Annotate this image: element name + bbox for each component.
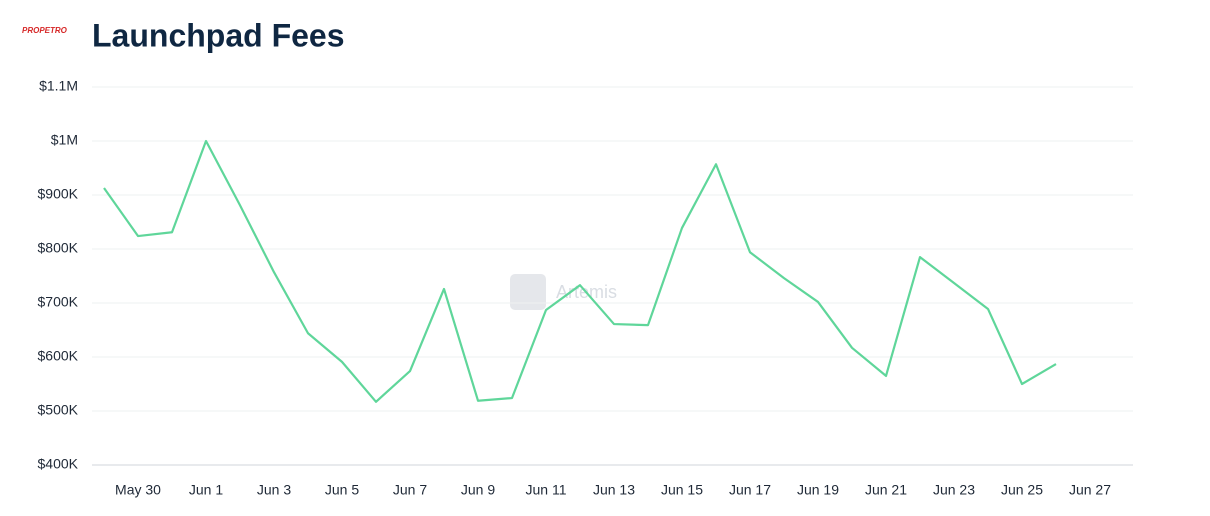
x-tick-label: Jun 25 bbox=[1001, 482, 1043, 498]
x-tick-label: Jun 1 bbox=[189, 482, 223, 498]
y-tick-label: $1.1M bbox=[39, 78, 78, 94]
x-tick-label: Jun 5 bbox=[325, 482, 359, 498]
data-line bbox=[103, 139, 1057, 403]
x-tick-label: Jun 9 bbox=[461, 482, 495, 498]
chart-title: Launchpad Fees bbox=[92, 17, 345, 53]
y-tick-label: $800K bbox=[38, 240, 79, 256]
x-tick-label: Jun 17 bbox=[729, 482, 771, 498]
watermark-icon bbox=[510, 274, 546, 310]
y-tick-label: $500K bbox=[38, 402, 79, 418]
x-tick-label: Jun 11 bbox=[526, 482, 567, 498]
x-tick-label: Jun 19 bbox=[797, 482, 839, 498]
y-tick-label: $1M bbox=[51, 132, 78, 148]
x-tick-label: Jun 3 bbox=[257, 482, 291, 498]
y-tick-label: $700K bbox=[38, 294, 79, 310]
y-tick-label: $600K bbox=[38, 348, 79, 364]
x-tick-label: Jun 27 bbox=[1069, 482, 1111, 498]
y-tick-label: $400K bbox=[38, 456, 79, 472]
x-tick-label: May 30 bbox=[115, 482, 161, 498]
y-tick-label: $900K bbox=[38, 186, 79, 202]
x-tick-label: Jun 13 bbox=[593, 482, 635, 498]
x-tick-label: Jun 23 bbox=[933, 482, 975, 498]
logo: PROPETRO bbox=[22, 26, 68, 35]
x-tick-label: Jun 7 bbox=[393, 482, 427, 498]
x-tick-label: Jun 15 bbox=[661, 482, 703, 498]
x-tick-label: Jun 21 bbox=[865, 482, 907, 498]
